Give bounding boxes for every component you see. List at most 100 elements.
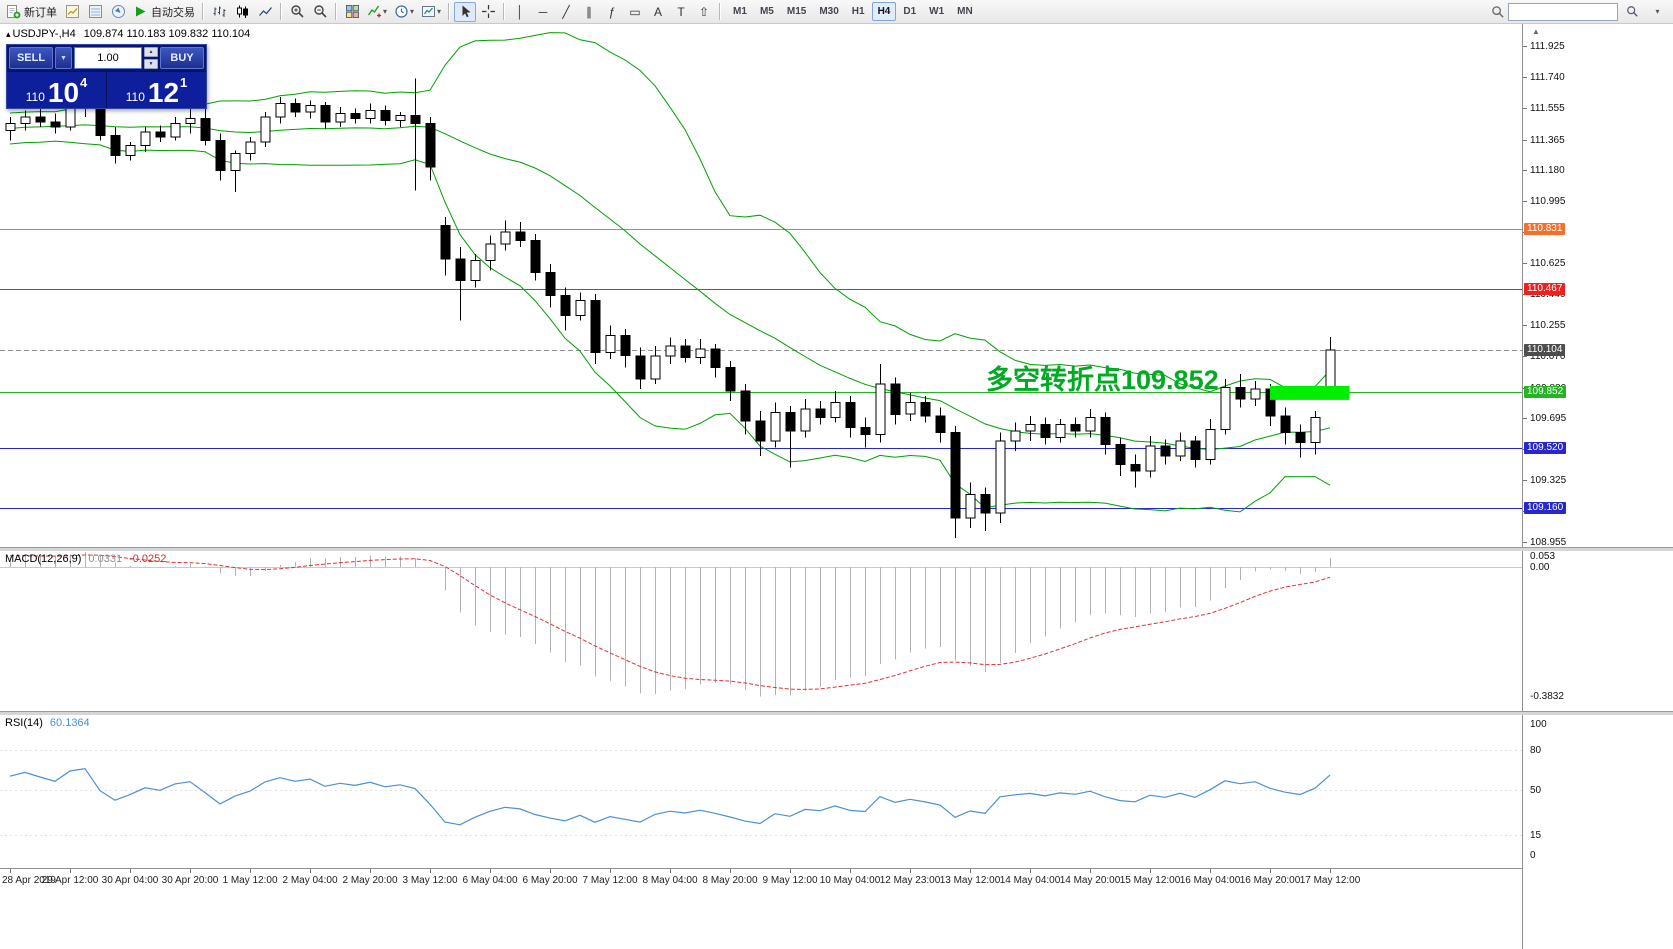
auto-trading-button[interactable]: 自动交易: [130, 2, 198, 22]
rsi-value: 60.1364: [49, 717, 90, 729]
sell-price-big: 10: [47, 77, 80, 109]
timeframe-m1-button[interactable]: M1: [727, 2, 753, 21]
symbol-search-input[interactable]: [1508, 2, 1618, 21]
trendline-tool-button[interactable]: ╱: [555, 2, 577, 22]
timeframe-m30-button[interactable]: M30: [813, 2, 844, 21]
macd-label: MACD(12,26,9) 0.0331 -0.0252: [5, 553, 166, 565]
fibonacci-tool-button[interactable]: ƒ: [601, 2, 623, 22]
tile-windows-button[interactable]: [341, 2, 363, 22]
toolbar-separator: [448, 3, 451, 20]
candle-body: [575, 300, 586, 317]
crosshair-tool-button[interactable]: [477, 2, 499, 22]
market-watch-button[interactable]: [61, 2, 83, 22]
time-tick: [1030, 869, 1031, 873]
macd-scale-label: 0.00: [1530, 562, 1550, 573]
timeframe-mn-button[interactable]: MN: [951, 2, 979, 21]
sell-price-button[interactable]: 110 10 4: [7, 72, 106, 108]
candle-body: [1295, 432, 1306, 444]
macd-scale-label: -0.3832: [1530, 691, 1564, 702]
time-tick: [190, 869, 191, 873]
time-tick: [850, 869, 851, 873]
candle-body: [905, 402, 916, 415]
price-axis[interactable]: ▲ 111.925 111.740 111.555 111.365 111.180 110…: [1522, 24, 1673, 949]
candle-body: [1190, 440, 1201, 460]
macd-plot[interactable]: [0, 550, 1522, 711]
candle-body: [1085, 417, 1096, 432]
toolbar-separator: [503, 3, 506, 20]
price-chart[interactable]: [0, 24, 1522, 547]
zoom-out-icon: [313, 5, 327, 18]
time-tick: [610, 869, 611, 873]
timeframe-d1-button[interactable]: D1: [897, 2, 922, 21]
time-tick: [910, 869, 911, 873]
data-window-button[interactable]: [84, 2, 106, 22]
new-order-button[interactable]: 新订单: [3, 2, 60, 22]
zoom-in-button[interactable]: [286, 2, 308, 22]
horizontal-line-tool-button[interactable]: ─: [532, 2, 554, 22]
timeframe-m5-button[interactable]: M5: [754, 2, 780, 21]
candlestick-chart-button[interactable]: [231, 2, 253, 22]
search-options-button[interactable]: ▾: [1646, 2, 1668, 22]
candle-body: [1280, 415, 1291, 434]
timeframe-h4-button[interactable]: H4: [871, 2, 897, 21]
candle-body: [635, 355, 646, 380]
candle-body: [275, 103, 286, 118]
rsi-plot[interactable]: [0, 714, 1522, 868]
volume-up-button[interactable]: ▲: [144, 47, 158, 57]
time-tick: [730, 869, 731, 873]
navigator-button[interactable]: [107, 2, 129, 22]
time-label: 6 May 20:00: [522, 875, 578, 886]
pane-divider[interactable]: [0, 711, 1673, 715]
zoom-out-button[interactable]: [309, 2, 331, 22]
buy-price-button[interactable]: 110 12 1: [106, 72, 206, 108]
candle-body: [320, 104, 331, 123]
candle-body: [1235, 387, 1246, 400]
time-label: 10 May 04:00: [819, 875, 881, 886]
candle-body: [1070, 423, 1081, 432]
candle-body: [470, 260, 481, 282]
cursor-tool-button[interactable]: [454, 1, 477, 22]
candle-body: [110, 134, 121, 156]
channel-tool-button[interactable]: ∥: [578, 2, 600, 22]
search-button[interactable]: [1621, 2, 1643, 22]
new-order-label: 新订单: [24, 6, 57, 19]
templates-button[interactable]: ▾: [418, 2, 444, 22]
timeframe-m15-button[interactable]: M15: [781, 2, 812, 21]
pane-divider[interactable]: [0, 547, 1673, 551]
time-axis[interactable]: 28 Apr 2019 29 Apr 12:00 30 Apr 04:00 30 Ap…: [0, 868, 1673, 949]
text-tool-button[interactable]: A: [647, 2, 669, 22]
time-label: 12 May 23:00: [879, 875, 941, 886]
time-label: 28 Apr 2019: [2, 875, 56, 886]
volume-down-button[interactable]: ▼: [144, 59, 158, 69]
timeframe-h1-button[interactable]: H1: [846, 2, 871, 21]
macd-scale-label: 0.053: [1530, 551, 1556, 562]
time-tick: [1150, 869, 1151, 873]
line-chart-button[interactable]: [254, 2, 276, 22]
indicators-button[interactable]: ▾: [364, 2, 390, 22]
periods-button[interactable]: ▾: [391, 2, 417, 22]
candle-body: [725, 367, 736, 392]
rsi-pane: RSI(14) 60.1364: [0, 714, 1522, 868]
timeframe-w1-button[interactable]: W1: [923, 2, 950, 21]
clock-icon: [395, 5, 408, 18]
bar-chart-button[interactable]: [208, 2, 230, 22]
text-label-tool-button[interactable]: T: [670, 2, 692, 22]
search-box: ▾: [1491, 2, 1668, 22]
time-label: 9 May 12:00: [762, 875, 818, 886]
sell-price-prefix: 110: [25, 90, 45, 104]
arrows-tool-button[interactable]: ⇧: [693, 2, 715, 22]
volume-dropdown-button[interactable]: ▼: [55, 47, 72, 69]
candle-body: [20, 116, 31, 125]
price-tag: 110.104: [1524, 344, 1566, 356]
trade-panel-prices: 110 10 4 110 12 1: [7, 71, 206, 108]
vertical-line-tool-button[interactable]: │: [509, 2, 531, 22]
candle-body: [65, 108, 76, 128]
volume-input[interactable]: [74, 47, 142, 69]
buy-button[interactable]: BUY: [160, 47, 204, 69]
shapes-tool-button[interactable]: ▭: [624, 2, 646, 22]
time-tick: [430, 869, 431, 873]
chart-ohlc-label: 109.874 110.183 109.832 110.104: [83, 28, 251, 40]
candle-body: [620, 335, 631, 357]
time-tick: [70, 869, 71, 873]
sell-button[interactable]: SELL: [9, 47, 53, 69]
